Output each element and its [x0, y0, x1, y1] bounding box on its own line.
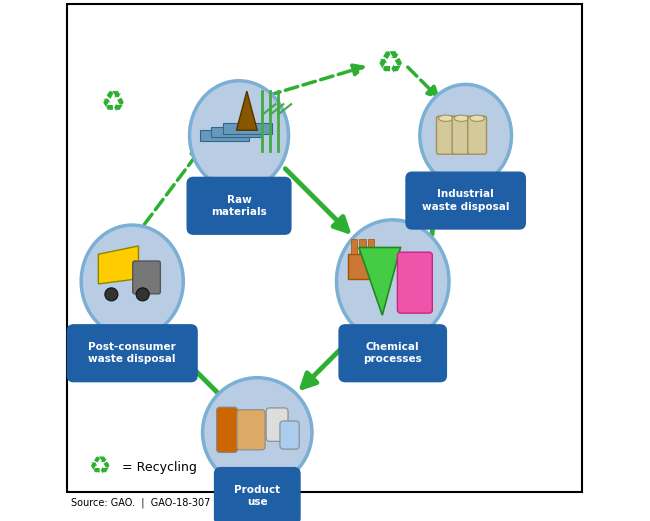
Text: ♻: ♻	[89, 455, 111, 479]
FancyBboxPatch shape	[133, 261, 161, 294]
Text: ♻: ♻	[101, 89, 125, 117]
Text: ♻: ♻	[376, 49, 404, 79]
Text: Post-consumer
waste disposal: Post-consumer waste disposal	[88, 342, 176, 364]
FancyBboxPatch shape	[351, 239, 358, 254]
Ellipse shape	[81, 225, 183, 338]
FancyBboxPatch shape	[237, 410, 265, 450]
FancyBboxPatch shape	[468, 116, 486, 154]
Polygon shape	[237, 91, 257, 130]
FancyBboxPatch shape	[359, 239, 366, 254]
Polygon shape	[200, 130, 250, 141]
Ellipse shape	[337, 220, 449, 343]
Ellipse shape	[203, 378, 312, 487]
FancyBboxPatch shape	[187, 177, 291, 234]
Polygon shape	[211, 127, 261, 137]
FancyBboxPatch shape	[68, 325, 197, 381]
Polygon shape	[98, 246, 138, 284]
FancyBboxPatch shape	[368, 239, 374, 254]
Text: Raw
materials: Raw materials	[211, 195, 267, 217]
Text: Chemical
processes: Chemical processes	[363, 342, 422, 364]
FancyBboxPatch shape	[437, 116, 455, 154]
FancyBboxPatch shape	[216, 407, 237, 452]
Ellipse shape	[439, 115, 453, 121]
Text: Product
use: Product use	[234, 485, 280, 507]
Ellipse shape	[105, 288, 118, 301]
Text: Source: GAO.  |  GAO-18-307: Source: GAO. | GAO-18-307	[71, 498, 210, 508]
Text: Industrial
waste disposal: Industrial waste disposal	[422, 190, 510, 212]
Ellipse shape	[470, 115, 484, 121]
FancyBboxPatch shape	[67, 4, 582, 492]
FancyBboxPatch shape	[348, 254, 381, 279]
Polygon shape	[359, 247, 400, 315]
Ellipse shape	[136, 288, 149, 301]
Ellipse shape	[454, 115, 469, 121]
FancyBboxPatch shape	[214, 468, 300, 521]
FancyBboxPatch shape	[397, 252, 432, 313]
Ellipse shape	[190, 81, 289, 190]
FancyBboxPatch shape	[406, 172, 525, 229]
FancyBboxPatch shape	[266, 408, 288, 441]
Ellipse shape	[420, 84, 512, 187]
Polygon shape	[223, 123, 272, 134]
FancyBboxPatch shape	[339, 325, 447, 381]
Text: = Recycling: = Recycling	[122, 461, 197, 474]
FancyBboxPatch shape	[280, 421, 299, 449]
FancyBboxPatch shape	[452, 116, 471, 154]
